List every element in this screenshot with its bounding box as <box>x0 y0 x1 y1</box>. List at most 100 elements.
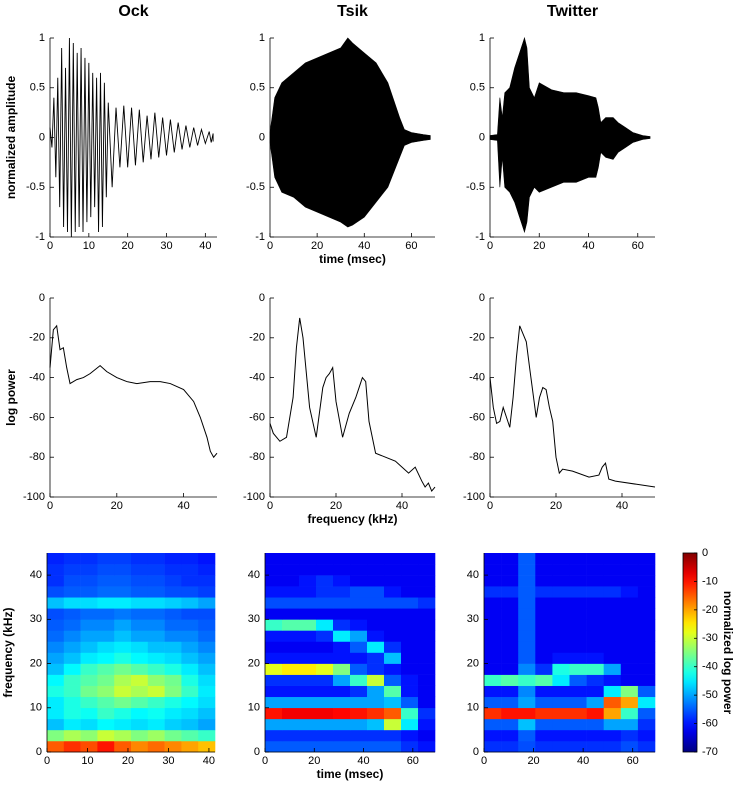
spectrogram-cell <box>131 663 149 675</box>
x-tick-label: 60 <box>407 755 419 767</box>
colorbar <box>682 552 698 753</box>
spectrogram-cell <box>333 652 351 664</box>
spectrogram-cell <box>569 553 587 565</box>
spectrogram-cell <box>282 663 300 675</box>
y-tick-label: -40 <box>469 372 485 384</box>
y-tick-label: -80 <box>249 451 265 463</box>
spectrogram-cell <box>586 641 604 653</box>
spectrogram-cell <box>586 663 604 675</box>
spectrogram-cell <box>114 641 132 653</box>
spectrogram-cell <box>620 718 639 731</box>
spectrogram-cell <box>63 740 81 753</box>
spectrogram-cell <box>181 619 199 631</box>
spectrogram-cell <box>637 553 656 565</box>
spectrogram-cell <box>367 575 385 587</box>
spectrogram-cell <box>367 586 385 598</box>
spectrogram-cell <box>484 663 502 675</box>
spectrogram-cell <box>586 630 604 642</box>
spectrogram-cell <box>501 564 519 576</box>
spectrogram-cell <box>501 608 519 620</box>
spectrogram-cell <box>147 685 165 698</box>
spectrogram-cell <box>367 674 385 686</box>
spectrogram-cell <box>181 696 199 709</box>
spectrogram-cell <box>603 729 622 742</box>
spectrogram-cell <box>484 630 502 642</box>
spectrogram-cell <box>367 663 385 675</box>
x-tick-label: 60 <box>405 240 417 252</box>
y-tick-label: 0.5 <box>250 82 265 94</box>
spectrogram-cell <box>333 564 351 576</box>
spectrogram-cell <box>501 740 519 753</box>
x-tick-label: 40 <box>357 755 369 767</box>
spectrogram-cell <box>80 696 98 709</box>
y-axis-label: normalized amplitude <box>4 76 18 200</box>
spectrogram-cell <box>63 729 81 742</box>
y-tick-label: -60 <box>29 411 45 423</box>
spectrogram-cell <box>569 652 587 664</box>
spectrogram-cell <box>333 619 351 631</box>
spectrogram-cell <box>350 685 368 698</box>
spectrogram-cell <box>282 674 300 686</box>
spectrogram-cell <box>47 553 65 565</box>
x-tick-label: 20 <box>311 240 323 252</box>
spectrogram-cell <box>384 707 402 720</box>
spectrogram-cell <box>47 685 65 698</box>
spectrum-line <box>49 324 218 459</box>
y-tick-label: 40 <box>248 569 260 581</box>
spectrogram-cell <box>552 685 570 698</box>
panel: 0 20 40 -100 -80 -60 -40 -20 0 frequency (kHz) <box>243 292 436 526</box>
spectrogram-cell <box>299 641 317 653</box>
spectrogram-cell <box>620 597 639 609</box>
spectrogram-cell <box>47 652 65 664</box>
spectrogram-cell <box>603 619 622 631</box>
spectrogram-cell <box>164 729 182 742</box>
spectrogram-cell <box>350 652 368 664</box>
spectrogram-cell <box>418 740 436 753</box>
x-tick-label: 20 <box>533 240 545 252</box>
x-tick-label: 20 <box>527 755 539 767</box>
spectrogram-cell <box>181 608 199 620</box>
spectrogram-cell <box>384 586 402 598</box>
spectrogram-cell <box>637 630 656 642</box>
spectrogram-cell <box>401 575 419 587</box>
spectrogram-cell <box>63 553 81 565</box>
spectrogram-cell <box>282 564 300 576</box>
y-tick-label: 0.5 <box>30 82 45 94</box>
spectrogram-cell <box>401 740 419 753</box>
panel-title: Twitter <box>547 3 598 20</box>
panel-title: Ock <box>118 3 148 20</box>
spectrogram-cell <box>114 586 132 598</box>
x-tick-label: 40 <box>616 500 628 512</box>
spectrogram-cell <box>569 718 587 731</box>
spectrogram-cell <box>97 608 115 620</box>
spectrogram-cell <box>350 586 368 598</box>
spectrogram-cell <box>603 630 622 642</box>
spectrogram-cell <box>333 696 351 709</box>
y-tick-label: -20 <box>29 332 45 344</box>
spectrogram-cell <box>569 663 587 675</box>
y-tick-label: 20 <box>248 657 260 669</box>
spectrogram-cell <box>114 553 132 565</box>
x-axis-label: time (msec) <box>319 252 386 266</box>
spectrogram-cell <box>164 696 182 709</box>
spectrogram-cell <box>501 641 519 653</box>
y-tick-label: -1 <box>35 231 45 243</box>
spectrogram-cell <box>299 740 317 753</box>
spectrogram-cell <box>147 608 165 620</box>
spectrogram-cell <box>384 729 402 742</box>
spectrogram-cell <box>333 663 351 675</box>
spectrogram-cell <box>552 718 570 731</box>
spectrogram-cell <box>484 641 502 653</box>
spectrogram-cell <box>586 674 604 686</box>
spectrogram-cell <box>316 707 334 720</box>
y-tick-label: 0 <box>39 292 45 304</box>
spectrogram-cell <box>131 630 149 642</box>
spectrogram-cell <box>569 729 587 742</box>
spectrogram-cell <box>80 553 98 565</box>
spectrogram-cell <box>384 564 402 576</box>
y-tick-label: -80 <box>469 451 485 463</box>
spectrogram-cell <box>484 696 502 709</box>
spectrogram-cell <box>114 575 132 587</box>
spectrogram-cell <box>418 707 436 720</box>
spectrogram-cell <box>586 597 604 609</box>
